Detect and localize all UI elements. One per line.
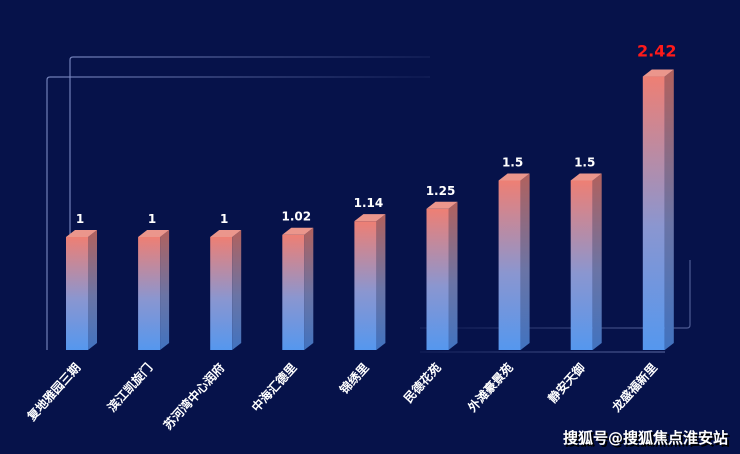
x-tick-label: 锦绣里	[336, 360, 371, 397]
bar	[138, 230, 170, 350]
data-label: 1	[220, 212, 228, 226]
bar-front	[138, 237, 161, 350]
bar-top	[426, 201, 458, 209]
x-tick-label: 民德花苑	[400, 360, 443, 406]
bar	[282, 227, 314, 350]
data-label: 1	[148, 212, 156, 226]
x-tick-label: 静安天御	[545, 360, 588, 406]
data-label: 1.5	[574, 156, 595, 170]
frame-back	[69, 56, 691, 330]
bar-front	[66, 237, 88, 350]
bar-side	[592, 173, 602, 350]
data-label: 1.02	[281, 210, 311, 224]
bar	[642, 69, 674, 350]
data-label: 1	[76, 212, 84, 226]
x-tick-label: 外滩豪景苑	[465, 360, 516, 415]
bar-front	[210, 237, 233, 350]
x-tick-label: 复地雅园三期	[23, 360, 83, 424]
bar-top	[282, 227, 314, 235]
bar-front	[354, 221, 377, 350]
data-label: 1.5	[502, 156, 523, 170]
data-label: 1.14	[354, 196, 384, 210]
bar-top	[642, 69, 674, 77]
watermark: 搜狐号@搜狐焦点淮安站	[562, 429, 728, 447]
chart-frame	[46, 56, 691, 353]
bar-top	[66, 230, 97, 237]
bar-top	[354, 214, 386, 222]
data-label: 2.42	[637, 42, 676, 61]
x-tick-label: 中海汇德里	[248, 360, 299, 415]
bar-top	[498, 173, 530, 181]
x-tick-label: 苏河湾中心润府	[160, 360, 227, 432]
bar-top	[138, 230, 170, 237]
bar-top	[570, 173, 602, 181]
bar-side	[160, 230, 170, 350]
bar-front	[282, 234, 305, 350]
bar-side	[232, 230, 242, 350]
bar-side	[448, 201, 458, 350]
bar	[498, 173, 530, 350]
bar	[354, 214, 386, 350]
bar	[66, 230, 97, 350]
bar-top	[210, 230, 242, 237]
bar-side	[520, 173, 530, 350]
x-tick-label: 滨江凯旋门	[104, 360, 155, 415]
bar-side	[88, 230, 97, 350]
bar	[570, 173, 602, 350]
bar-front	[426, 208, 449, 350]
bar	[426, 201, 458, 350]
frame-front	[46, 76, 665, 353]
x-tick-label: 龙盛福新里	[609, 360, 660, 415]
bar	[210, 230, 242, 350]
bar-front	[570, 180, 593, 350]
bar-side	[304, 227, 314, 350]
bar-front	[498, 180, 521, 350]
bar-front	[642, 76, 665, 350]
bar-side	[664, 69, 674, 350]
data-label: 1.25	[426, 184, 456, 198]
bar-side	[376, 214, 386, 350]
